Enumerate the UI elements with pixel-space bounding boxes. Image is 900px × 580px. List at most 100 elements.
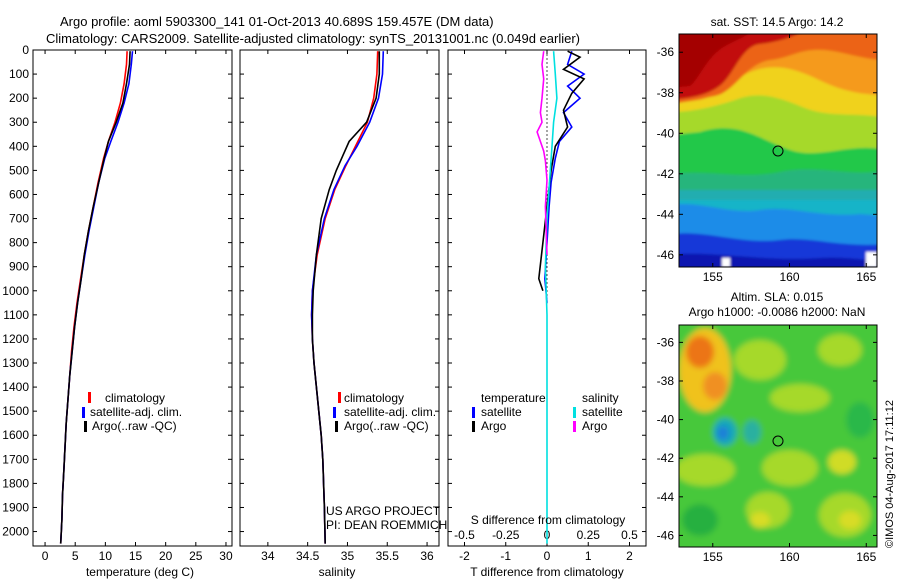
depth-tick-label: 1500 (2, 404, 29, 418)
series-line-argo-raw-qc- (311, 51, 381, 544)
s-difference-tick-label: -0.5 (454, 528, 475, 542)
salinity-profiles (310, 51, 385, 544)
x-tick-label: 35.5 (376, 549, 400, 563)
depth-tick-label: 1400 (2, 380, 29, 394)
x-tick-label: 20 (159, 549, 173, 563)
legend-label-climatology: climatology (344, 391, 404, 405)
map-y-tick-label: -40 (657, 413, 675, 427)
temperature-panel: 0100200300400500600700800900100011001200… (2, 43, 233, 579)
map-y-tick-label: -42 (657, 167, 675, 181)
x-tick-label: -2 (459, 549, 470, 563)
argo-position-marker-sst (772, 145, 784, 157)
legend-swatch-argo (335, 421, 338, 432)
legend-title-salinity: salinity (582, 391, 619, 405)
project-annotation-line1: US ARGO PROJECT (326, 504, 441, 518)
x-tick-label: 36 (420, 549, 434, 563)
series-line-argo-raw-qc- (59, 51, 131, 544)
legend-swatch-satellite-adj (82, 407, 85, 418)
salinity-axes-frame (239, 49, 440, 547)
map-y-tick-label: -44 (657, 207, 675, 221)
map-x-tick-label: 165 (856, 270, 876, 284)
legend-title-temperature: temperature (481, 391, 546, 405)
depth-tick-label: 2000 (2, 525, 29, 539)
depth-tick-label: 600 (9, 187, 29, 201)
depth-tick-label: 800 (9, 236, 29, 250)
map-x-tick-label: 155 (703, 270, 723, 284)
legend-swatch-temp-satellite (472, 407, 475, 418)
map-y-tick-label: -44 (657, 490, 675, 504)
legend-label-sal-argo: Argo (582, 419, 608, 433)
depth-tick-label: 0 (22, 43, 29, 57)
x-tick-label: 35 (341, 549, 355, 563)
sla-map-title-line1: Altim. SLA: 0.015 (731, 290, 824, 304)
x-tick-label: 34 (261, 549, 275, 563)
depth-tick-label: 700 (9, 212, 29, 226)
sst-map-title: sat. SST: 14.5 Argo: 14.2 (711, 15, 844, 29)
s-difference-tick-label: -0.25 (492, 528, 520, 542)
map-x-tick-label: 165 (856, 550, 876, 564)
sla-map-frame (678, 324, 878, 548)
t-difference-label: T difference from climatology (470, 565, 624, 579)
depth-tick-label: 500 (9, 163, 29, 177)
depth-tick-label: 100 (9, 67, 29, 81)
legend-label-argo: Argo(..raw -QC) (92, 419, 177, 433)
legend-swatch-argo (84, 421, 87, 432)
x-tick-label: 5 (72, 549, 79, 563)
legend-swatch-satellite-adj (333, 407, 336, 418)
map-y-tick-label: -42 (657, 451, 675, 465)
map-x-tick-label: 160 (779, 270, 799, 284)
map-y-tick-label: -36 (657, 335, 675, 349)
legend-swatch-temp-argo (472, 421, 475, 432)
salinity-xlabel: salinity (319, 565, 356, 579)
x-tick-label: -1 (500, 549, 511, 563)
difference-legend-temperature: temperature satellite Argo (472, 391, 546, 433)
map-y-tick-label: -46 (657, 248, 675, 262)
sla-map-axes: 155 160 165 -36 -38 -40 -42 -44 -46 (657, 325, 877, 564)
legend-swatch-climatology (338, 392, 341, 403)
depth-tick-label: 1000 (2, 284, 29, 298)
x-tick-label: 0 (544, 549, 551, 563)
sla-map-image (679, 325, 877, 547)
map-x-tick-label: 160 (779, 550, 799, 564)
difference-depth-ticks (448, 49, 646, 533)
sla-map-title-line2: Argo h1000: -0.0086 h2000: NaN (689, 305, 866, 319)
map-y-tick-label: -38 (657, 374, 675, 388)
legend-label-sal-satellite: satellite (582, 405, 623, 419)
x-tick-label: 15 (129, 549, 143, 563)
depth-tick-label: 1700 (2, 452, 29, 466)
legend-swatch-sal-satellite (573, 407, 576, 418)
sst-map-panel: sat. SST: 14.5 Argo: 14.2 155 160 16 (657, 15, 878, 284)
depth-tick-label: 300 (9, 115, 29, 129)
depth-tick-label: 900 (9, 260, 29, 274)
x-tick-label: 1 (585, 549, 592, 563)
depth-tick-label: 400 (9, 139, 29, 153)
s-difference-tick-label: 0.25 (577, 528, 601, 542)
x-tick-label: 34.5 (296, 549, 320, 563)
map-y-tick-label: -38 (657, 86, 675, 100)
s-difference-label: S difference from climatology (471, 513, 626, 527)
sst-map-axes: 155 160 165 -36 -38 -40 -42 -44 -46 (657, 34, 877, 284)
temperature-axes-frame (32, 49, 233, 547)
difference-x-axis: -2 -1 0 1 2-0.5 -0.25 0 0.25 0.5 (454, 50, 638, 563)
argo-position-marker-sla (772, 435, 784, 447)
sla-map-panel: Altim. SLA: 0.015 Argo h1000: -0.0086 h2… (657, 290, 878, 564)
imos-credit: ©IMOS 04-Aug-2017 17:11:12 (884, 400, 896, 548)
difference-legend-salinity: salinity satellite Argo (573, 391, 623, 433)
legend-swatch-sal-argo (573, 421, 576, 432)
legend-swatch-climatology (88, 392, 91, 403)
sst-map-frame (678, 33, 878, 268)
x-tick-label: 30 (219, 549, 233, 563)
depth-tick-label: 1800 (2, 476, 29, 490)
map-x-tick-label: 155 (703, 550, 723, 564)
difference-panel: -2 -1 0 1 2-0.5 -0.25 0 0.25 0.5 temperature sat… (447, 49, 647, 579)
series-line-temperature-argo (537, 50, 586, 292)
project-annotation-line2: PI: DEAN ROEMMICH (326, 518, 447, 532)
salinity-depth-ticks (240, 49, 439, 533)
legend-label-satellite-adj: satellite-adj. clim. (90, 405, 182, 419)
legend-label-argo: Argo(..raw -QC) (344, 419, 429, 433)
depth-tick-label: 1100 (3, 308, 29, 322)
series-line-salinity-argo (536, 51, 548, 255)
salinity-x-axis: 34 34.5 35 35.5 36 (261, 50, 434, 563)
temperature-profiles (59, 51, 134, 544)
series-line-temperature-satellite (544, 50, 586, 303)
